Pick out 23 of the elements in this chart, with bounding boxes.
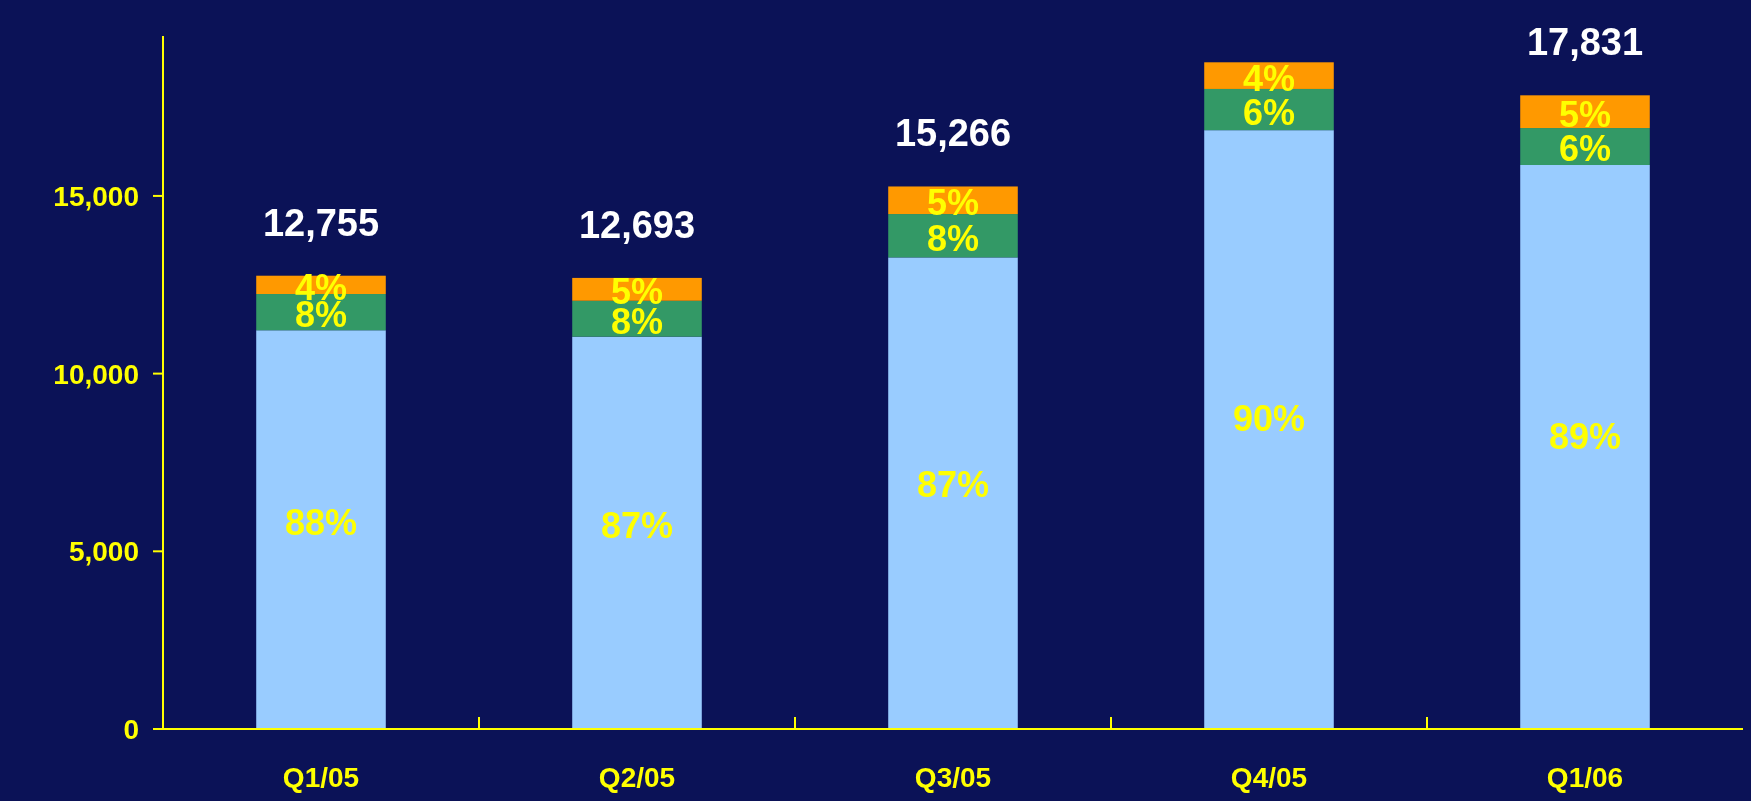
annotation: 89% bbox=[1548, 415, 1622, 457]
annotation: 90% bbox=[1232, 397, 1306, 439]
annotation: 88% bbox=[284, 501, 358, 543]
total-label: 17,831 bbox=[1526, 21, 1644, 64]
total-label: 12,693 bbox=[578, 203, 696, 246]
annotation: 87% bbox=[600, 504, 674, 546]
total-label: 12,755 bbox=[262, 201, 380, 244]
x-tick-label: Q4/05 bbox=[1230, 762, 1308, 793]
x-tick-label: Q2/05 bbox=[598, 762, 676, 793]
x-tick-label: Q1/06 bbox=[1546, 762, 1624, 793]
bar bbox=[256, 330, 386, 729]
total-label: 15,266 bbox=[894, 112, 1012, 155]
y-tick-label: 0 bbox=[123, 714, 139, 746]
bar bbox=[1520, 165, 1650, 729]
y-tick-label: 5,000 bbox=[68, 536, 139, 568]
x-tick-label: Q3/05 bbox=[914, 762, 992, 793]
bar bbox=[1204, 130, 1334, 729]
y-tick-label: 10,000 bbox=[53, 358, 139, 390]
bar bbox=[572, 336, 702, 729]
bar bbox=[888, 257, 1018, 729]
annotation: 87% bbox=[916, 463, 990, 505]
y-tick-label: 15,000 bbox=[53, 181, 139, 212]
x-tick-label: Q1/05 bbox=[282, 762, 360, 793]
